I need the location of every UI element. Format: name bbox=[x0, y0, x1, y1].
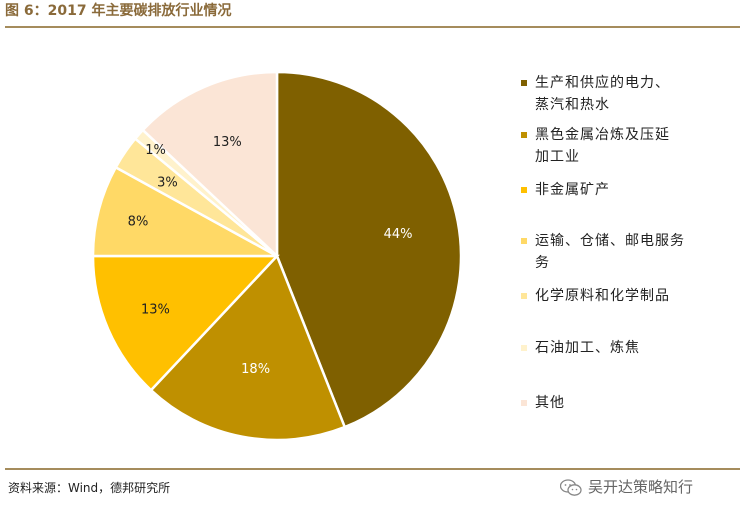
pie-slice-other bbox=[141, 70, 279, 259]
legend-swatch bbox=[521, 345, 527, 351]
legend-label: 务 bbox=[535, 255, 550, 271]
pie-slice-power-heat bbox=[275, 70, 463, 429]
brand-name: 吴开达策略知行 bbox=[588, 478, 694, 496]
legend-item-power-heat: 生产和供应的电力、 蒸汽和热水 bbox=[521, 72, 736, 116]
legend-swatch bbox=[521, 400, 527, 406]
data-label-ferrous-metal: 18% bbox=[241, 362, 270, 377]
pie-slice-non-metal-mineral bbox=[91, 254, 280, 392]
pie-slice-ferrous-metal bbox=[149, 253, 347, 442]
data-label-non-metal-mineral: 13% bbox=[141, 303, 170, 318]
legend-label: 生产和供应的电力、 bbox=[535, 75, 670, 91]
legend: 生产和供应的电力、 蒸汽和热水 黑色金属冶炼及压延 加工业 非金属矿产 运输、仓储、邮电服… bbox=[521, 72, 736, 422]
legend-swatch bbox=[521, 187, 527, 193]
legend-label: 蒸汽和热水 bbox=[535, 97, 610, 113]
data-label-power-heat: 44% bbox=[384, 227, 413, 242]
pie-slice-transport bbox=[91, 165, 278, 258]
legend-swatch bbox=[521, 80, 527, 86]
legend-item-other: 其他 bbox=[521, 392, 736, 414]
data-label-transport: 8% bbox=[128, 214, 149, 229]
legend-label: 黑色金属冶炼及压延 bbox=[535, 127, 670, 143]
legend-item-non-metal-mineral: 非金属矿产 bbox=[521, 179, 736, 201]
legend-label: 运输、仓储、邮电服务 bbox=[535, 233, 685, 249]
legend-swatch bbox=[521, 238, 527, 244]
legend-label: 化学原料和化学制品 bbox=[535, 288, 670, 304]
legend-item-chemicals: 化学原料和化学制品 bbox=[521, 285, 736, 307]
data-label-petroleum-coking: 1% bbox=[145, 143, 166, 158]
chart-title: 图 6：2017 年主要碳排放行业情况 bbox=[5, 3, 232, 19]
title-rule bbox=[5, 26, 740, 28]
data-label-other: 13% bbox=[213, 135, 242, 150]
legend-item-petroleum-coking: 石油加工、炼焦 bbox=[521, 337, 736, 359]
source-rule bbox=[5, 468, 740, 470]
legend-item-transport: 运输、仓储、邮电服务务 bbox=[521, 230, 736, 274]
brand-watermark: 吴开达策略知行 bbox=[560, 474, 693, 500]
pie-chart: 44% 18% 13% 8% 3% 1% 13% bbox=[91, 70, 463, 442]
data-label-chemicals: 3% bbox=[157, 176, 178, 191]
source-note: 资料来源：Wind，德邦研究所 bbox=[8, 481, 171, 495]
legend-item-ferrous-metal: 黑色金属冶炼及压延 加工业 bbox=[521, 124, 736, 168]
legend-swatch bbox=[521, 132, 527, 138]
wechat-icon bbox=[560, 478, 582, 496]
legend-swatch bbox=[521, 293, 527, 299]
legend-label: 非金属矿产 bbox=[535, 182, 610, 198]
legend-label: 加工业 bbox=[535, 149, 580, 165]
legend-label: 石油加工、炼焦 bbox=[535, 340, 640, 356]
legend-label: 其他 bbox=[535, 395, 565, 411]
